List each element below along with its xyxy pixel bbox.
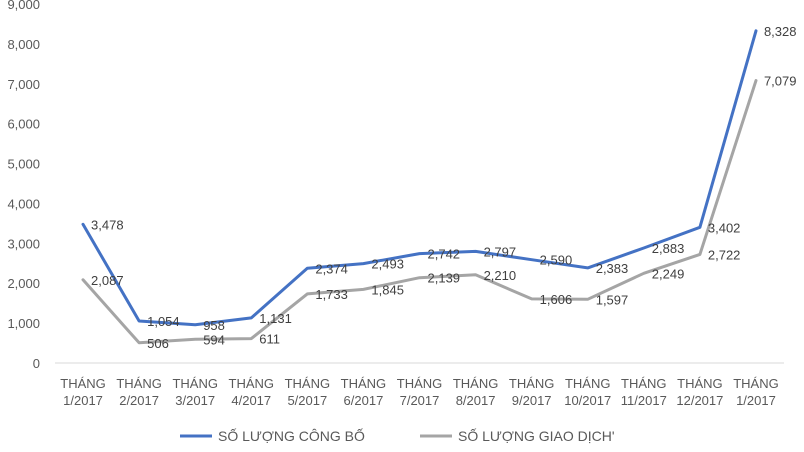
x-tick-label: THÁNG 6/2017 [341, 376, 387, 408]
y-tick-label: 4,000 [7, 196, 40, 211]
x-tick-label: THÁNG 12/2017 [676, 376, 723, 408]
data-label: 2,722 [708, 247, 741, 262]
data-label: 1,597 [596, 292, 629, 307]
x-axis-ticks: THÁNG 1/2017 THÁNG 2/2017 THÁNG 3/2017 THÁNG 4/… [60, 376, 778, 408]
series-line-1 [81, 29, 758, 327]
data-label: 2,742 [428, 247, 461, 262]
data-label: 611 [259, 332, 280, 347]
data-label: 2,210 [484, 268, 517, 283]
data-label: 1,054 [147, 314, 180, 329]
legend: SỐ LƯỢNG CÔNG BỐ SỐ LƯỢNG GIAO DỊCH' [180, 427, 615, 444]
legend-label-series-1: SỐ LƯỢNG CÔNG BỐ [218, 427, 365, 444]
x-tick-label: THÁNG 4/2017 [229, 376, 275, 408]
y-tick-label: 9,000 [7, 0, 40, 12]
x-tick-label: THÁNG 11/2017 [621, 376, 667, 408]
data-label: 2,797 [484, 244, 517, 259]
y-tick-label: 0 [33, 356, 40, 371]
x-tick-label: THÁNG 1/2017 [733, 376, 779, 408]
x-tick-label: THÁNG 10/2017 [564, 376, 611, 408]
y-tick-label: 6,000 [7, 117, 40, 132]
y-tick-label: 8,000 [7, 37, 40, 52]
data-label: 7,079 [764, 74, 797, 89]
legend-label-series-2: SỐ LƯỢNG GIAO DỊCH' [458, 427, 615, 444]
x-tick-label: THÁNG 2/2017 [116, 376, 162, 408]
y-tick-label: 7,000 [7, 77, 40, 92]
x-tick-label: THÁNG 5/2017 [285, 376, 331, 408]
x-tick-label: THÁNG 1/2017 [60, 376, 106, 408]
data-label: 3,402 [708, 220, 741, 235]
y-tick-label: 1,000 [7, 316, 40, 331]
x-tick-label: THÁNG 8/2017 [453, 376, 499, 408]
data-label: 1,131 [259, 311, 292, 326]
x-tick-label: THÁNG 3/2017 [172, 376, 218, 408]
x-tick-label: THÁNG 7/2017 [397, 376, 443, 408]
data-label: 1,845 [371, 282, 404, 297]
data-label: 1,733 [315, 287, 348, 302]
data-label: 958 [203, 318, 225, 333]
data-label: 1,606 [540, 292, 573, 307]
data-label: 3,478 [91, 217, 124, 232]
series-line-2 [81, 79, 758, 345]
data-label: 594 [203, 332, 225, 347]
data-label: 2,590 [540, 253, 573, 268]
y-axis-ticks: 0 1,000 2,000 3,000 4,000 5,000 6,000 7,000 8,00… [7, 0, 40, 371]
data-label: 2,383 [596, 261, 629, 276]
y-tick-label: 2,000 [7, 276, 40, 291]
data-label: 8,328 [764, 24, 797, 39]
data-label: 2,249 [652, 266, 685, 281]
x-tick-label: THÁNG 9/2017 [509, 376, 555, 408]
data-label: 2,374 [315, 261, 348, 276]
y-tick-label: 5,000 [7, 157, 40, 172]
data-label: 2,883 [652, 241, 685, 256]
series-lines [81, 29, 758, 345]
data-labels: 3,478 1,054 958 1,131 2,374 2,493 2,742 2,797 2,… [91, 24, 796, 351]
data-label: 506 [147, 336, 169, 351]
data-label: 2,087 [91, 273, 124, 288]
data-label: 2,139 [428, 271, 461, 286]
y-tick-label: 3,000 [7, 236, 40, 251]
data-label: 2,493 [371, 257, 404, 272]
